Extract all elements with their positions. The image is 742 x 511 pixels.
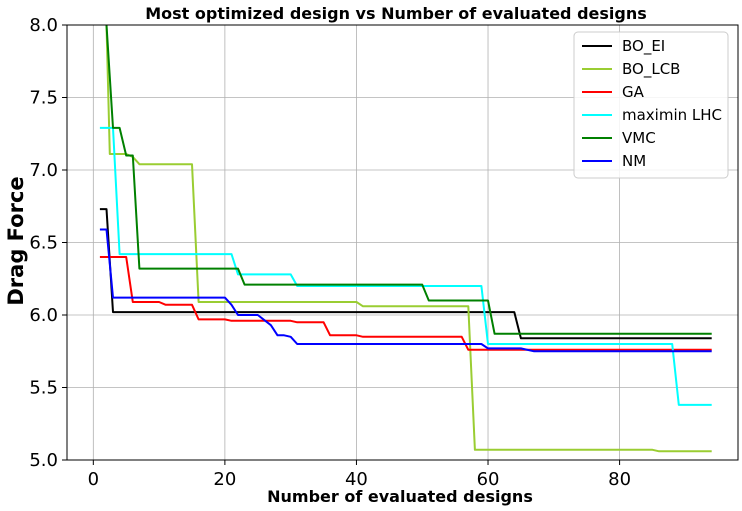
y-tick-label: 7.5 <box>29 88 58 109</box>
legend-label-nm: NM <box>622 152 646 170</box>
x-tick-label: 20 <box>213 469 236 490</box>
legend-label-maximin-lhc: maximin LHC <box>622 106 722 124</box>
x-tick-label: 60 <box>477 469 500 490</box>
x-tick-label: 80 <box>608 469 631 490</box>
series-line-nm <box>99 228 712 353</box>
y-tick-label: 6.5 <box>29 233 58 254</box>
legend-label-ga: GA <box>622 83 645 101</box>
y-tick-label: 5.0 <box>29 450 58 471</box>
series-line-ga <box>99 256 712 351</box>
chart-title: Most optimized design vs Number of evalu… <box>145 4 647 23</box>
y-axis-label: Drag Force <box>4 176 28 305</box>
series-lines <box>99 25 712 453</box>
series-line-bo-ei <box>99 208 712 340</box>
x-tick-label: 40 <box>345 469 368 490</box>
y-tick-label: 7.0 <box>29 160 58 181</box>
y-axis-ticks: 5.0 5.5 6.0 6.5 7.0 7.5 8.0 <box>29 15 67 471</box>
x-tick-label: 0 <box>88 469 99 490</box>
x-axis-label: Number of evaluated designs <box>267 487 533 506</box>
x-axis-ticks: 0 20 40 60 80 <box>88 460 631 490</box>
series-line-bo-lcb <box>105 25 712 453</box>
legend-box <box>573 31 729 179</box>
y-tick-label: 5.5 <box>29 378 58 399</box>
legend: BO_EI BO_LCB GA maximin LHC VMC NM <box>573 31 729 179</box>
legend-label-bo-lcb: BO_LCB <box>622 60 680 79</box>
y-tick-label: 6.0 <box>29 305 58 326</box>
series-line-vmc <box>105 25 712 335</box>
legend-label-vmc: VMC <box>622 129 656 147</box>
legend-label-bo-ei: BO_EI <box>622 37 665 56</box>
series-line-maximin-lhc <box>99 126 712 406</box>
y-tick-label: 8.0 <box>29 15 58 36</box>
